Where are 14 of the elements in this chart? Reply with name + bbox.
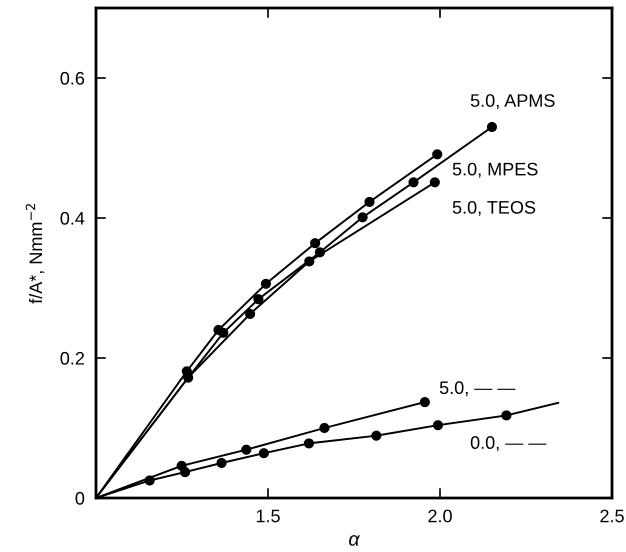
y-tick-label: 0.2: [60, 352, 84, 365]
series-label: 5.0, TEOS: [452, 200, 536, 216]
series-label: 5.0, — —: [440, 381, 516, 396]
x-axis-title: α: [349, 535, 360, 546]
x-tick-label: 1.5: [256, 510, 280, 522]
y-tick-label: 0.4: [60, 212, 84, 225]
series-label: 5.0, APMS: [470, 94, 555, 110]
x-tick-label: 2.5: [600, 510, 624, 522]
series-label: 0.0, — —: [470, 436, 546, 452]
y-tick-label: 0: [76, 492, 84, 505]
y-tick-label: 0.6: [60, 72, 84, 85]
series-label: 5.0, MPES: [452, 162, 538, 178]
x-tick-label: 2.0: [428, 510, 452, 522]
y-axis-title: f/A*, Nmm$^{−2}$: [26, 204, 44, 304]
